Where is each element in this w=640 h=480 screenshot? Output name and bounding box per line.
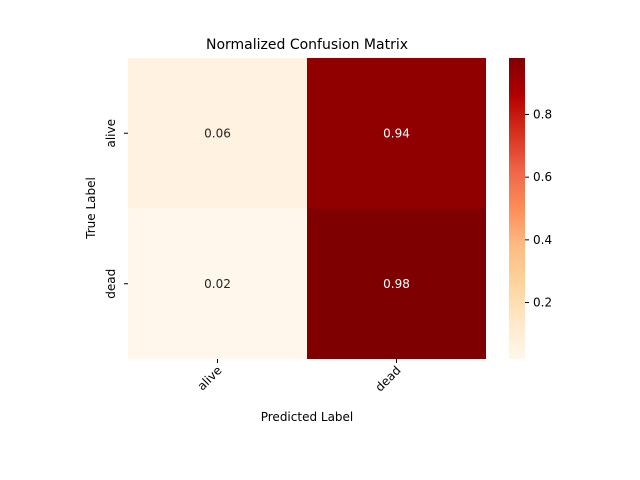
x-axis-ticks: alive dead <box>195 359 404 394</box>
y-axis-label: True Label <box>84 177 98 240</box>
heatmap-cell-labels: 0.06 0.94 0.02 0.98 <box>204 126 410 291</box>
heatmap-cell <box>307 58 486 209</box>
x-tick-label: alive <box>195 363 225 393</box>
colorbar-tick-label: 0.4 <box>533 233 552 247</box>
colorbar-ticks: 0.2 0.4 0.6 0.8 <box>525 107 552 310</box>
cell-value-label: 0.06 <box>204 126 231 140</box>
heatmap-cells <box>128 58 486 359</box>
colorbar-tick-label: 0.6 <box>533 170 552 184</box>
heatmap-cell <box>128 208 307 359</box>
cell-value-label: 0.98 <box>383 277 410 291</box>
y-axis-ticks: alive dead <box>104 119 128 299</box>
cell-value-label: 0.94 <box>383 126 410 140</box>
heatmap-cell <box>307 208 486 359</box>
cell-value-label: 0.02 <box>204 277 231 291</box>
colorbar-tick-label: 0.2 <box>533 296 552 310</box>
x-axis-label: Predicted Label <box>261 410 354 424</box>
x-tick-label: dead <box>373 363 404 394</box>
y-tick-label: dead <box>104 269 118 299</box>
colorbar-tick-label: 0.8 <box>533 107 552 121</box>
y-tick-label: alive <box>104 119 118 148</box>
heatmap-cell <box>128 58 307 209</box>
colorbar <box>509 58 525 359</box>
chart-title: Normalized Confusion Matrix <box>206 37 408 53</box>
